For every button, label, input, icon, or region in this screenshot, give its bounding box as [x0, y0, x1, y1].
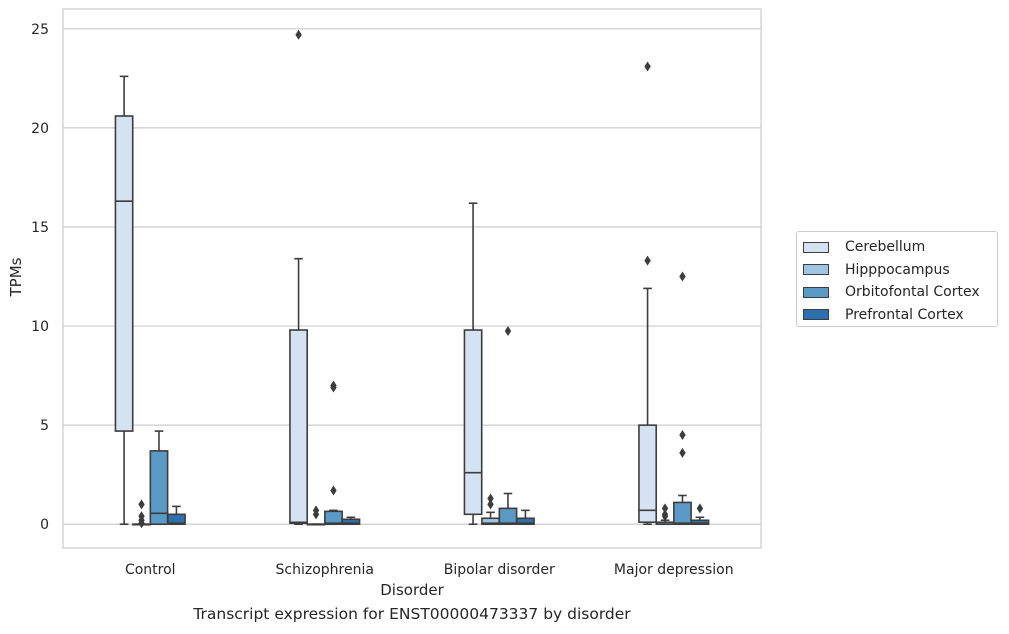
outlier-point [295, 29, 302, 40]
outlier-point [644, 255, 651, 266]
box-body [673, 501, 692, 526]
y-tick-label: 25 [31, 22, 49, 38]
box-groups [114, 29, 710, 529]
box-cerebellum [114, 75, 134, 526]
y-tick-label: 5 [40, 418, 49, 434]
box-body [515, 517, 535, 526]
legend-swatch [803, 309, 829, 321]
outlier-point [679, 271, 686, 282]
box-body [690, 519, 710, 526]
box-orbitofontal-cortex [324, 380, 343, 526]
legend-item: Orbitofontal Cortex [803, 281, 991, 304]
outlier-point [330, 380, 337, 391]
y-axis-ticks: 0 5 10 15 20 25 [31, 22, 49, 533]
outlier-point [138, 499, 145, 510]
outlier-point [312, 505, 320, 516]
legend-label: Prefrontal Cortex [845, 306, 964, 323]
y-tick-label: 15 [31, 220, 49, 236]
box-hipppocampus [655, 503, 675, 526]
box-body [463, 329, 483, 516]
legend-item: Cerebellum [803, 236, 991, 259]
legend-label: Hipppocampus [845, 261, 950, 278]
y-tick-label: 10 [31, 319, 49, 335]
box-cerebellum [289, 29, 309, 526]
box-body [498, 507, 518, 526]
box-body [166, 513, 186, 526]
box-cerebellum [638, 61, 658, 526]
outlier-point [138, 511, 145, 522]
outlier-point [679, 447, 686, 458]
box-body [324, 510, 343, 526]
box-orbitofontal-cortex [149, 430, 169, 526]
box-prefrontal-cortex [690, 503, 710, 526]
outlier-point [696, 503, 704, 514]
box-orbitofontal-cortex [498, 326, 518, 526]
y-axis-title: TPMs [7, 257, 25, 297]
box-body [114, 115, 134, 432]
outlier-point [679, 430, 686, 441]
box-cerebellum [463, 202, 483, 526]
box-hipppocampus [481, 493, 500, 526]
outlier-point [661, 509, 669, 520]
x-tick-label: Bipolar disorder [444, 562, 555, 578]
outlier-point [487, 493, 494, 504]
outlier-point [661, 503, 669, 514]
y-tick-label: 0 [40, 517, 49, 533]
box-prefrontal-cortex [341, 516, 361, 526]
legend-label: Orbitofontal Cortex [845, 284, 980, 301]
legend-swatch [803, 286, 829, 298]
outlier-point [504, 326, 512, 337]
x-axis-ticks: Control Schizophrenia Bipolar disorder Majo… [125, 562, 734, 578]
box-body [149, 450, 169, 526]
legend: Cerebellum Hipppocampus Orbitofontal Corte… [796, 231, 998, 327]
box-body [289, 329, 309, 525]
x-tick-label: Schizophrenia [276, 562, 374, 578]
legend-label: Cerebellum [845, 239, 926, 256]
legend-item: Hipppocampus [803, 259, 991, 282]
outlier-point [487, 499, 494, 510]
outlier-point [330, 485, 337, 496]
plot-frame [62, 8, 762, 549]
x-tick-label: Control [125, 562, 176, 578]
box-body [341, 518, 361, 526]
figure-caption: Transcript expression for ENST0000047333… [193, 605, 631, 623]
box-prefrontal-cortex [515, 509, 535, 526]
y-tick-label: 20 [31, 121, 49, 137]
legend-swatch [803, 264, 829, 276]
x-axis-title: Disorder [380, 581, 444, 599]
box-orbitofontal-cortex [673, 271, 692, 526]
legend-item: Prefrontal Cortex [803, 304, 991, 327]
box-hipppocampus [132, 499, 151, 529]
box-prefrontal-cortex [166, 505, 186, 526]
x-tick-label: Major depression [614, 562, 734, 578]
box-body [638, 424, 658, 524]
legend-swatch [803, 241, 829, 253]
outlier-point [644, 61, 651, 72]
box-hipppocampus [306, 505, 326, 526]
